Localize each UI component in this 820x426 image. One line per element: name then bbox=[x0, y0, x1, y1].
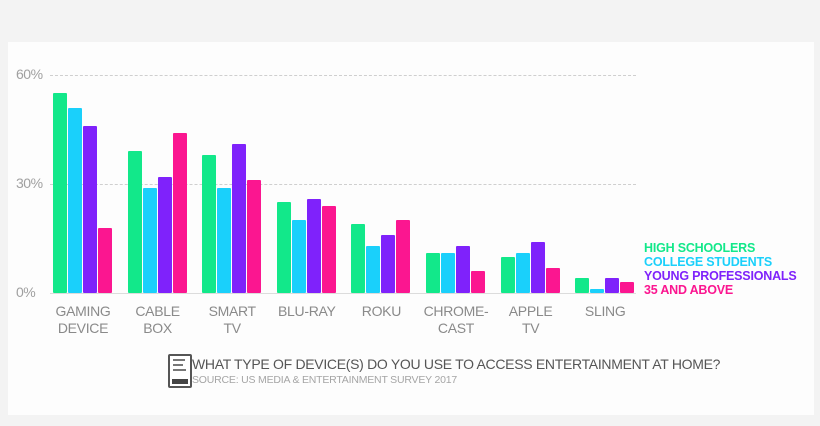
bar-college-students bbox=[142, 187, 157, 293]
chart-source: SOURCE: US MEDIA & ENTERTAINMENT SURVEY … bbox=[192, 374, 458, 386]
x-category-label-line: SLING bbox=[584, 303, 626, 319]
bar-35-and-above bbox=[247, 180, 262, 293]
bar-young-professionals bbox=[530, 242, 545, 293]
y-tick-label: 30% bbox=[16, 175, 43, 191]
bar-college-students bbox=[441, 253, 455, 293]
bar-35-and-above bbox=[172, 133, 187, 293]
x-category-label-line: BOX bbox=[143, 320, 172, 336]
x-category-label: ROKU bbox=[336, 303, 426, 320]
x-category-label: SMART TV bbox=[187, 303, 277, 337]
x-category-label-line: TV bbox=[223, 320, 242, 336]
bar-young-professionals bbox=[83, 125, 97, 293]
x-category-label-line: CAST bbox=[437, 320, 475, 336]
gridline bbox=[50, 184, 636, 185]
x-category-label-line: CHROME- bbox=[423, 303, 489, 319]
bar-35-and-above bbox=[471, 271, 485, 293]
x-category-label-line: SMART bbox=[208, 303, 257, 319]
x-category-label: CHROME- CAST bbox=[411, 303, 501, 337]
gridline bbox=[50, 75, 636, 76]
bar-college-students bbox=[590, 289, 605, 293]
chart-title: WHAT TYPE OF DEVICE(S) DO YOU USE TO ACC… bbox=[192, 356, 721, 372]
bar-college-students bbox=[217, 187, 232, 293]
bar-35-and-above bbox=[98, 227, 112, 293]
y-tick-label: 60% bbox=[16, 66, 43, 82]
bar-high-schoolers bbox=[276, 202, 291, 293]
chart-card bbox=[8, 42, 814, 415]
x-category-label: SLING bbox=[560, 303, 650, 320]
x-category-label-line: APPLE bbox=[508, 303, 553, 319]
bar-35-and-above bbox=[545, 267, 560, 293]
legend-item: YOUNG PROFESSIONALS bbox=[644, 269, 797, 283]
bar-college-students bbox=[68, 107, 82, 293]
bar-high-schoolers bbox=[202, 154, 217, 293]
bar-high-schoolers bbox=[127, 151, 142, 293]
survey-report-icon bbox=[168, 354, 192, 388]
x-category-label-line: ROKU bbox=[361, 303, 402, 319]
bar-college-students bbox=[366, 245, 381, 293]
bar-35-and-above bbox=[321, 205, 336, 293]
y-tick-label: 0% bbox=[16, 284, 36, 300]
bar-35-and-above bbox=[620, 282, 635, 293]
bar-young-professionals bbox=[306, 198, 321, 293]
x-category-label-line: BLU-RAY bbox=[278, 303, 336, 319]
bar-young-professionals bbox=[157, 176, 172, 293]
x-category-label: APPLE TV bbox=[486, 303, 576, 337]
bar-college-students bbox=[291, 220, 306, 293]
legend-item: 35 AND ABOVE bbox=[644, 283, 734, 297]
x-axis-baseline bbox=[50, 293, 636, 294]
legend-item: COLLEGE STUDENTS bbox=[644, 255, 773, 269]
x-category-label-line: TV bbox=[521, 320, 540, 336]
bar-young-professionals bbox=[605, 278, 620, 293]
x-category-label: BLU-RAY bbox=[262, 303, 352, 320]
legend: HIGH SCHOOLERS COLLEGE STUDENTS YOUNG PROF… bbox=[644, 241, 797, 297]
bar-young-professionals bbox=[456, 245, 470, 293]
x-category-label: GAMING DEVICE bbox=[38, 303, 128, 337]
x-category-label-line: DEVICE bbox=[57, 320, 109, 336]
bar-high-schoolers bbox=[351, 223, 366, 293]
bar-high-schoolers bbox=[53, 93, 67, 293]
x-category-label-line: GAMING bbox=[55, 303, 111, 319]
bar-young-professionals bbox=[381, 234, 396, 293]
legend-item: HIGH SCHOOLERS bbox=[644, 241, 756, 255]
x-category-label: CABLE BOX bbox=[113, 303, 203, 337]
bar-high-schoolers bbox=[500, 256, 515, 293]
x-category-label-line: CABLE bbox=[135, 303, 180, 319]
bar-high-schoolers bbox=[426, 253, 440, 293]
bar-young-professionals bbox=[232, 144, 247, 293]
bar-35-and-above bbox=[396, 220, 411, 293]
bar-college-students bbox=[515, 253, 530, 293]
bar-high-schoolers bbox=[575, 278, 590, 293]
